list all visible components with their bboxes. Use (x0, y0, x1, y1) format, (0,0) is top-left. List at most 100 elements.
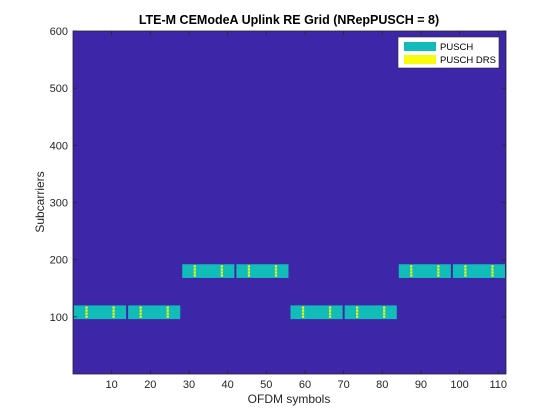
pusch-drs-mark (383, 315, 386, 318)
legend-label-pusch-drs: PUSCH DRS (440, 55, 496, 66)
pusch-drs-mark (274, 271, 278, 274)
pusch-drs-mark (166, 312, 169, 315)
pusch-drs-mark (383, 309, 386, 312)
chart-title: LTE-M CEModeA Uplink RE Grid (NRepPUSCH … (139, 13, 439, 27)
pusch-drs-mark (410, 265, 413, 268)
pusch-drs-mark (328, 309, 332, 312)
plot-area (72, 30, 507, 375)
pusch-drs-mark (274, 274, 278, 277)
pusch-block (182, 264, 235, 278)
pusch-block (398, 264, 451, 278)
pusch-drs-mark (247, 265, 251, 268)
pusch-drs-mark (166, 309, 169, 312)
pusch-drs-mark (437, 265, 440, 268)
pusch-drs-mark (464, 265, 467, 268)
pusch-drs-mark (328, 312, 332, 315)
pusch-drs-mark (301, 315, 305, 318)
x-tick-label: 20 (144, 379, 156, 391)
pusch-drs-mark (301, 312, 305, 315)
pusch-drs-mark (139, 306, 142, 309)
pusch-block (128, 305, 181, 320)
pusch-drs-mark (247, 271, 251, 274)
heatmap-background (73, 31, 506, 374)
pusch-drs-mark (85, 306, 88, 309)
y-axis: 100 200 300 400 500 600 (50, 26, 506, 324)
pusch-drs-mark (491, 265, 494, 268)
pusch-drs-mark (356, 309, 359, 312)
pusch-block (452, 264, 505, 278)
pusch-drs-mark (220, 274, 223, 277)
pusch-drs-mark (464, 268, 467, 271)
pusch-drs-mark (356, 312, 359, 315)
pusch-drs-mark (301, 306, 305, 309)
pusch-drs-mark (193, 274, 196, 277)
pusch-drs-mark (139, 312, 142, 315)
pusch-drs-mark (356, 315, 359, 318)
pusch-drs-mark (274, 265, 278, 268)
pusch-drs-mark (410, 274, 413, 277)
pusch-drs-mark (220, 265, 223, 268)
pusch-drs-mark (193, 268, 196, 271)
y-tick-label: 400 (50, 140, 68, 152)
pusch-drs-mark (85, 309, 88, 312)
x-tick-label: 40 (222, 379, 234, 391)
pusch-drs-mark (383, 306, 386, 309)
x-tick-label: 100 (450, 379, 468, 391)
pusch-drs-mark (328, 306, 332, 309)
x-tick-label: 70 (338, 379, 350, 391)
pusch-drs-mark (437, 271, 440, 274)
x-tick-label: 60 (299, 379, 311, 391)
x-tick-label: 110 (489, 379, 507, 391)
pusch-drs-mark (85, 315, 88, 318)
pusch-block (344, 305, 397, 320)
pusch-drs-mark (247, 274, 251, 277)
x-tick-label: 50 (260, 379, 272, 391)
legend: PUSCH PUSCH DRS (397, 36, 500, 69)
legend-swatch-pusch-drs (404, 55, 436, 64)
pusch-drs-mark (328, 315, 332, 318)
pusch-drs-mark (112, 312, 115, 315)
pusch-block (290, 305, 343, 320)
y-tick-label: 500 (50, 83, 68, 95)
pusch-block (74, 305, 127, 320)
pusch-drs-mark (491, 274, 494, 277)
pusch-drs-mark (464, 271, 467, 274)
y-axis-label: Subcarriers (33, 171, 47, 232)
pusch-drs-mark (220, 268, 223, 271)
x-axis: 10 20 30 40 50 60 70 80 90 100 110 (106, 31, 507, 391)
x-tick-label: 80 (376, 379, 388, 391)
pusch-drs-mark (139, 309, 142, 312)
y-tick-label: 300 (50, 198, 68, 210)
pusch-drs-mark (166, 315, 169, 318)
pusch-drs-mark (356, 306, 359, 309)
pusch-drs-mark (220, 271, 223, 274)
y-tick-label: 100 (50, 312, 68, 324)
pusch-drs-mark (193, 271, 196, 274)
x-tick-label: 10 (106, 379, 118, 391)
y-tick-label: 600 (50, 26, 68, 38)
pusch-drs-mark (247, 268, 251, 271)
pusch-drs-mark (410, 271, 413, 274)
pusch-drs-mark (410, 268, 413, 271)
pusch-drs-mark (491, 268, 494, 271)
pusch-drs-mark (464, 274, 467, 277)
pusch-drs-mark (274, 268, 278, 271)
pusch-drs-marks (85, 265, 494, 318)
x-axis-label: OFDM symbols (248, 392, 331, 406)
pusch-drs-mark (112, 315, 115, 318)
pusch-drs-mark (437, 274, 440, 277)
pusch-drs-mark (112, 306, 115, 309)
pusch-drs-mark (166, 306, 169, 309)
y-tick-label: 200 (50, 255, 68, 267)
pusch-drs-mark (139, 315, 142, 318)
legend-swatch-pusch (404, 42, 436, 51)
legend-label-pusch: PUSCH (440, 42, 473, 53)
pusch-drs-mark (437, 268, 440, 271)
pusch-drs-mark (301, 309, 305, 312)
pusch-drs-mark (491, 271, 494, 274)
pusch-drs-mark (112, 309, 115, 312)
x-tick-label: 90 (415, 379, 427, 391)
pusch-block (236, 264, 289, 278)
pusch-drs-mark (85, 312, 88, 315)
